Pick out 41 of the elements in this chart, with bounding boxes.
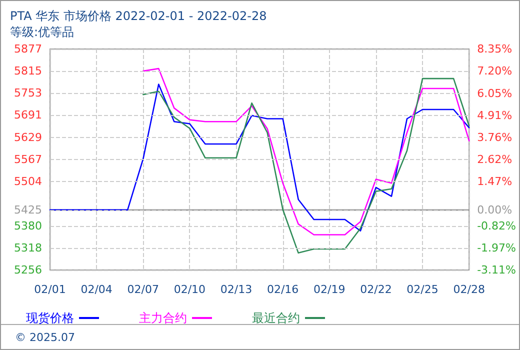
y2-tick-label: 3.76% xyxy=(477,131,512,144)
line-series xyxy=(142,78,470,254)
text: © 2025.07 xyxy=(15,331,75,344)
y-tick-label: 5318 xyxy=(14,241,42,254)
y-tick-label: 5567 xyxy=(14,152,42,166)
y2-tick-label: 2.62% xyxy=(477,153,512,166)
y-tick-label: 5815 xyxy=(14,64,42,78)
x-tick-label: 02/16 xyxy=(266,283,299,296)
y2-tick-label: 0.00% xyxy=(477,204,512,217)
y-tick-label: 5425 xyxy=(14,203,42,216)
y-tick-label: 5629 xyxy=(14,130,42,144)
x-tick-label: 02/28 xyxy=(453,283,485,296)
x-tick-label: 02/04 xyxy=(80,283,112,296)
x-tick-label: 02/22 xyxy=(360,283,392,296)
y-tick-label: 5877 xyxy=(14,42,42,56)
x-tick-label: 02/19 xyxy=(314,283,346,296)
y-tick-label: 5753 xyxy=(14,86,42,100)
chart-subtitle: 等级:优等品 xyxy=(10,25,74,39)
legend-label: 现货价格 xyxy=(26,311,74,325)
x-tick-label: 02/13 xyxy=(220,283,252,296)
y2-tick-label: -3.11% xyxy=(477,264,516,276)
y2-tick-label: 7.20% xyxy=(477,64,512,78)
y2-tick-label: 4.91% xyxy=(477,108,512,122)
x-tick-label: 02/25 xyxy=(406,283,438,296)
y2-tick-label: -1.97% xyxy=(477,242,516,255)
x-tick-label: 02/01 xyxy=(34,283,66,296)
chart-title: PTA 华东 市场价格 2022-02-01 - 2022-02-28 xyxy=(10,9,267,23)
x-tick-label: 02/07 xyxy=(127,283,159,296)
legend-label: 最近合约 xyxy=(252,311,300,325)
line-series xyxy=(142,68,470,236)
line-series xyxy=(49,84,470,232)
y2-tick-label: 1.47% xyxy=(477,175,512,188)
y-tick-label: 5691 xyxy=(14,108,42,122)
y-tick-label: 5256 xyxy=(14,264,42,276)
y-tick-label: 5504 xyxy=(14,175,42,188)
y2-tick-label: -0.82% xyxy=(477,219,516,232)
x-tick-label: 02/10 xyxy=(174,283,206,296)
y2-tick-label: 6.05% xyxy=(477,86,512,100)
y-tick-label: 5380 xyxy=(14,219,42,232)
y2-tick-label: 8.35% xyxy=(477,42,512,56)
legend-label: 主力合约 xyxy=(139,311,187,325)
